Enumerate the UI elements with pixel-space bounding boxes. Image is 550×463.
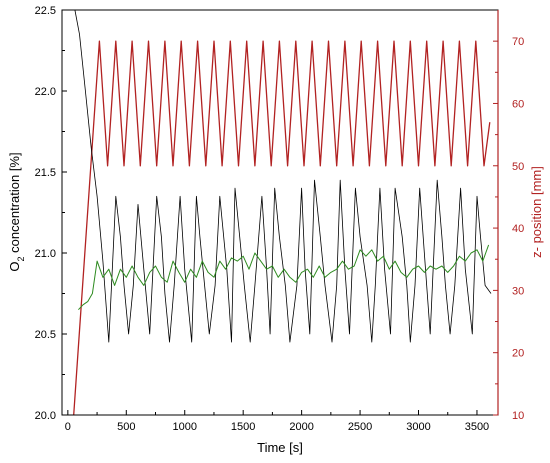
y-left-tick-label: 20.0 — [35, 410, 56, 422]
series-line-o2-smoothed — [78, 244, 490, 311]
y-left-tick-label: 22.5 — [35, 5, 56, 17]
y-left-tick-label: 20.5 — [35, 329, 56, 341]
y-right-tick-label: 20 — [512, 348, 524, 360]
y-left-tick-label: 21.5 — [35, 167, 56, 179]
series-line-z-position — [73, 40, 491, 416]
right-y-axis-title: z- position [mm] — [529, 166, 544, 258]
plot-series-group — [73, 9, 492, 416]
left-y-axis-title: O2 concentration [%] — [7, 152, 26, 271]
x-tick-label: 1500 — [231, 421, 255, 433]
left-y-axis: 20.0 20.5 21.0 21.5 22.0 22.5 — [35, 5, 67, 422]
x-tick-label: 2000 — [289, 421, 313, 433]
y-left-tick-label: 21.0 — [35, 248, 56, 260]
x-axis-title: Time [s] — [257, 440, 303, 455]
x-tick-label: 2500 — [348, 421, 372, 433]
x-tick-label: 3500 — [465, 421, 489, 433]
left-y-axis-title-subscript: 2 — [16, 256, 26, 261]
x-axis: 0 500 1000 1500 2000 2500 3000 3500 — [65, 410, 489, 433]
y-right-tick-label: 70 — [512, 36, 524, 48]
y-right-tick-label: 30 — [512, 285, 524, 297]
x-tick-label: 1000 — [172, 421, 196, 433]
left-y-axis-title-rest: concentration [%] — [7, 152, 22, 256]
y-left-tick-label: 22.0 — [35, 86, 56, 98]
right-y-axis: 10 20 30 40 50 60 70 — [493, 36, 524, 422]
y-right-tick-label: 40 — [512, 223, 524, 235]
y-right-tick-label: 10 — [512, 410, 524, 422]
y-right-tick-label: 60 — [512, 98, 524, 110]
y-right-tick-label: 50 — [512, 161, 524, 173]
left-y-axis-title-main: O — [7, 261, 22, 271]
x-tick-label: 0 — [65, 421, 71, 433]
x-tick-label: 500 — [117, 421, 135, 433]
series-line-o2-raw — [74, 9, 492, 343]
x-tick-label: 3000 — [406, 421, 430, 433]
